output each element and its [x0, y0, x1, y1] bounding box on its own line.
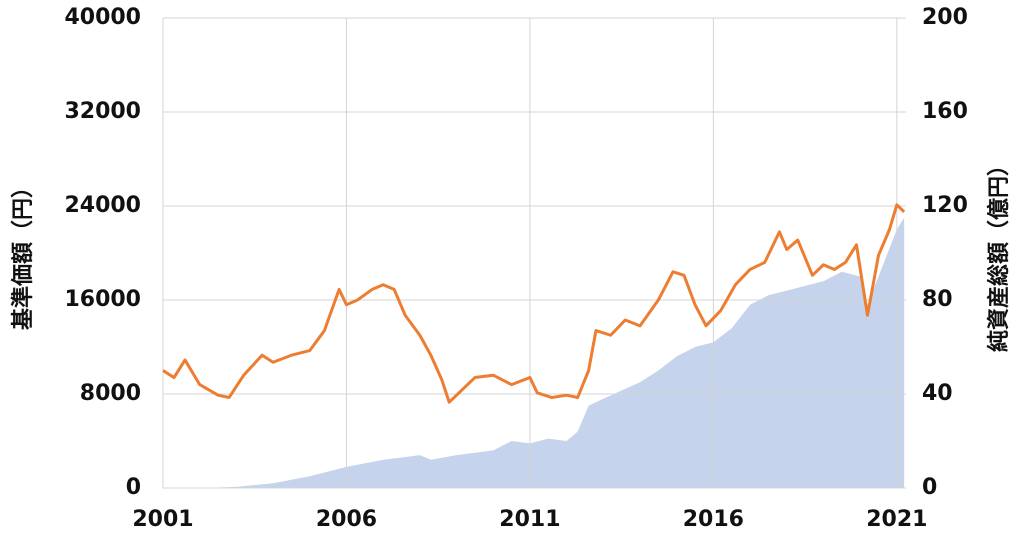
- x-tick-label: 2011: [499, 507, 560, 532]
- y-tick-label: 24000: [64, 193, 141, 218]
- y2-tick-label: 160: [922, 99, 968, 124]
- y2-axis-title: 純資産総額（億円）: [986, 154, 1012, 352]
- x-tick-label: 2006: [316, 507, 377, 532]
- y-tick-label: 40000: [64, 5, 141, 30]
- x-tick-label: 2001: [132, 507, 193, 532]
- y-tick-label: 16000: [64, 287, 141, 312]
- y-axis-title: 基準価額（円）: [10, 176, 36, 330]
- y-tick-label: 32000: [64, 99, 141, 124]
- y-tick-label: 8000: [80, 381, 141, 406]
- line: [162, 203, 906, 404]
- y2-tick-label: 40: [922, 381, 953, 406]
- y2-tick-label: 120: [922, 193, 968, 218]
- area: [163, 217, 905, 488]
- x-tick-label: 2016: [683, 507, 744, 532]
- x-tick-label: 2021: [866, 507, 927, 532]
- y2-tick-label: 80: [922, 287, 953, 312]
- y2-tick-label: 0: [922, 475, 937, 500]
- y-tick-label: 0: [126, 475, 141, 500]
- y2-tick-label: 200: [922, 5, 968, 30]
